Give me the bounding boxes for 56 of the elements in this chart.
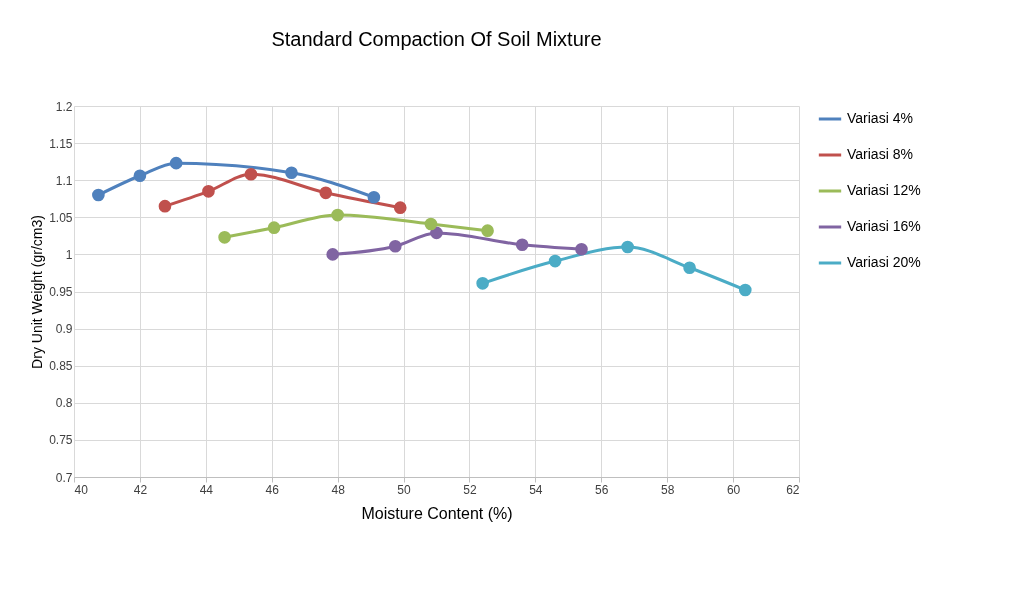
y-tick-label: 0.9: [55, 322, 73, 337]
x-tick-label: 50: [397, 482, 412, 497]
x-tick-label: 44: [199, 482, 214, 497]
y-tick-label: 0.8: [55, 396, 73, 411]
y-tick-label: 1.15: [49, 136, 73, 151]
x-axis-title: Moisture Content (%): [361, 504, 513, 522]
x-tick-label: 42: [133, 482, 148, 497]
point: [575, 242, 588, 256]
point: [683, 261, 696, 275]
y-tick-label: 1.2: [55, 99, 73, 114]
legend-label: Variasi 8%: [847, 146, 913, 162]
x-tick-label: 46: [265, 482, 280, 497]
point: [92, 188, 105, 202]
y-tick-label: 1.05: [49, 210, 73, 225]
y-tick-label: 1.1: [55, 173, 73, 188]
point: [169, 156, 183, 170]
point: [393, 201, 407, 214]
legend-label: Variasi 20%: [847, 254, 921, 270]
point: [388, 239, 402, 253]
point: [430, 226, 443, 240]
y-axis-title: Dry Unit Weight (gr/cm3): [29, 215, 46, 369]
point: [515, 238, 529, 252]
point: [319, 186, 333, 200]
x-tick-label: 54: [529, 482, 543, 497]
y-tick-label: 0.75: [49, 433, 73, 448]
point: [326, 248, 340, 261]
legend-label: Variasi 12%: [847, 182, 921, 198]
point: [548, 254, 562, 268]
point: [267, 221, 281, 234]
chart-title: Standard Compaction Of Soil Mixture: [271, 28, 602, 50]
y-tick-label: 1: [65, 247, 73, 262]
point: [331, 208, 344, 222]
point: [218, 231, 231, 244]
point: [367, 190, 381, 204]
point: [158, 199, 172, 213]
y-tick-label: 0.85: [49, 359, 73, 374]
point: [285, 166, 298, 180]
x-tick-label: 60: [726, 482, 741, 497]
x-tick-label: 58: [661, 482, 675, 497]
point: [202, 185, 215, 198]
legend-label: Variasi 4%: [847, 110, 913, 126]
point: [424, 217, 438, 231]
legend-label: Variasi 16%: [847, 218, 921, 234]
x-tick-label: 56: [595, 482, 609, 497]
point: [738, 283, 752, 297]
point: [481, 224, 494, 237]
x-tick-label: 52: [463, 482, 477, 497]
x-tick-label: 62: [786, 482, 800, 497]
point: [133, 169, 147, 183]
point: [476, 277, 489, 290]
y-tick-label: 0.7: [55, 470, 73, 485]
point: [621, 240, 634, 254]
x-tick-label: 40: [74, 482, 89, 497]
y-tick-label: 0.95: [49, 285, 73, 299]
point: [244, 167, 258, 181]
x-tick-label: 48: [331, 482, 346, 497]
